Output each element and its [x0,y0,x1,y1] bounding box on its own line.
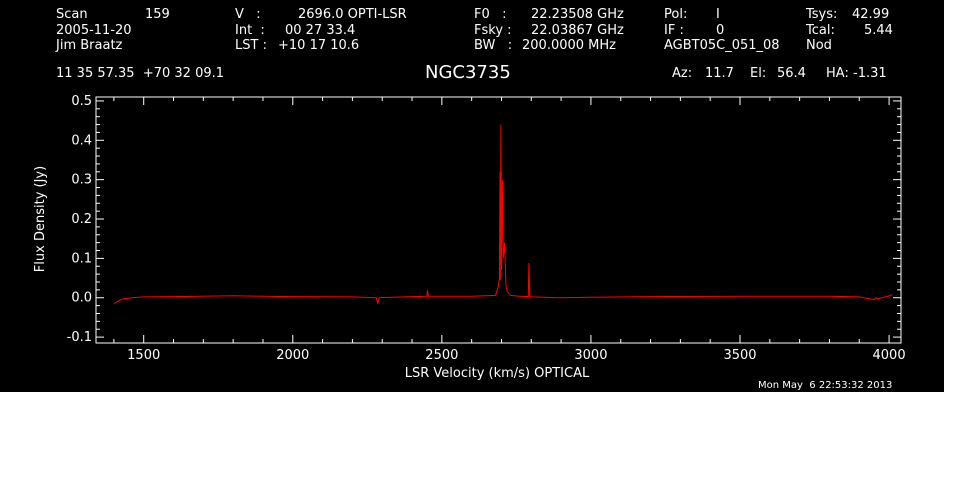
observing-mode: Nod [806,38,832,53]
y-tick-label: 0.2 [71,212,92,227]
y-tick-label: 0.3 [71,173,92,188]
spectrum-chart: 1500 2000 2500 3000 3500 4000 -0.1 0.0 0.1 0.2 0.… [33,94,906,381]
observer-name: Jim Braatz [56,38,123,53]
spectrum-line [113,124,893,305]
tsys-label: Tsys: [806,7,838,22]
tsys-value: 42.99 [852,7,890,22]
observation-date: 2005-11-20 [56,23,132,38]
polarization-value: I [716,7,720,22]
x-tick-label: 2000 [276,348,309,363]
lst-label: LST : [235,38,267,53]
y-tick-label: 0.4 [71,133,92,148]
tcal-label: Tcal: [806,23,835,38]
x-axis-label: LSR Velocity (km/s) OPTICAL [405,366,590,381]
generation-timestamp: Mon May 6 22:53:32 2013 [758,380,893,391]
bandwidth-label: BW : [474,38,513,53]
y-tick-label: 0.0 [71,291,92,306]
source-coordinates: 11 35 57.35 +70 32 09.1 [56,66,225,81]
elevation-label: El: [750,66,767,81]
y-axis-ticks: -0.1 0.0 0.1 0.2 0.3 0.4 0.5 [67,94,901,345]
x-tick-label: 2500 [425,348,458,363]
velocity-value: 2696.0 OPTI-LSR [298,7,407,22]
azimuth-value: 11.7 [705,66,734,81]
bandwidth-value: 200.0000 MHz [522,38,616,53]
hour-angle-label: HA: [826,66,849,81]
if-value: 0 [716,23,725,38]
x-tick-label: 3000 [574,348,607,363]
y-tick-label: 0.5 [71,94,92,109]
plot-frame [95,96,902,344]
x-tick-label: 3500 [723,348,756,363]
y-axis-label: Flux Density (Jy) [33,166,48,272]
y-tick-label: 0.1 [71,251,92,266]
scan-label: Scan [56,7,88,22]
fsky-value: 22.03867 GHz [531,23,624,38]
y-tick-label: -0.1 [67,330,92,345]
velocity-label: V : [235,7,261,22]
polarization-label: Pol: [664,7,688,22]
scan-value: 159 [145,7,170,22]
x-axis-ticks: 1500 2000 2500 3000 3500 4000 [113,97,906,363]
plot-panel: Scan 159 2005-11-20 Jim Braatz V : 2696.… [0,0,944,392]
hour-angle-value: -1.31 [853,66,887,81]
f0-label: F0 : [474,7,507,22]
x-tick-label: 4000 [873,348,906,363]
fsky-label: Fsky : [474,23,512,38]
f0-value: 22.23508 GHz [531,7,624,22]
integration-label: Int : [235,23,265,38]
lst-value: +10 17 10.6 [278,38,360,53]
project-id: AGBT05C_051_08 [664,38,780,53]
integration-value: 00 27 33.4 [285,23,356,38]
source-name: NGC3735 [425,62,511,83]
elevation-value: 56.4 [777,66,806,81]
azimuth-label: Az: [672,66,693,81]
x-tick-label: 1500 [127,348,160,363]
tcal-value: 5.44 [864,23,893,38]
if-label: IF : [664,23,684,38]
